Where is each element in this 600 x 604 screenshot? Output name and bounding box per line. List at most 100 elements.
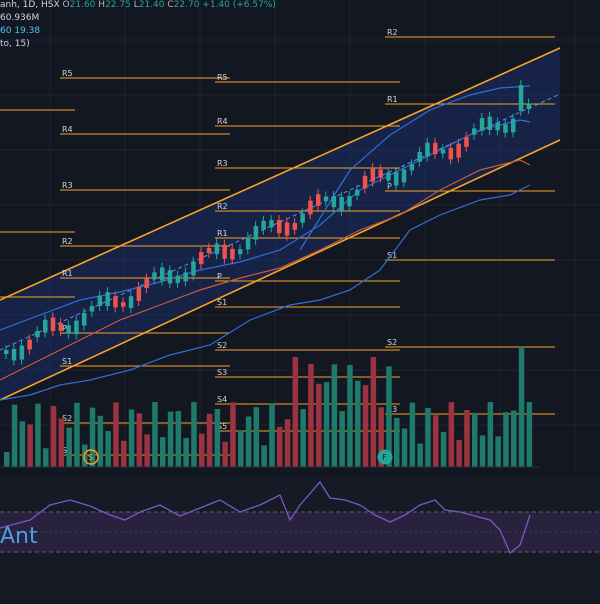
volume-bar — [503, 412, 509, 467]
candle-body — [245, 237, 251, 250]
pivot-label-s4: S4 — [217, 395, 227, 404]
candle-body — [511, 118, 516, 133]
pivot-label-r3: R3 — [62, 181, 73, 190]
indicator-value-b: 19.38 — [14, 26, 41, 36]
pivot-label-r4: R4 — [217, 117, 228, 126]
pivot-label-r4: R4 — [62, 125, 73, 134]
candle-body — [269, 220, 274, 228]
pivot-label-s3: S3 — [217, 368, 227, 377]
candle-body — [199, 252, 204, 265]
candle-body — [316, 194, 321, 206]
volume-bar — [347, 364, 353, 467]
indicator-value-a: 60 — [0, 26, 12, 36]
candle-body — [394, 172, 399, 186]
volume-bar — [245, 416, 252, 467]
volume-bar — [440, 431, 447, 467]
volume-bar — [152, 402, 158, 467]
pivot-label-s1: S1 — [217, 298, 227, 307]
candle-body — [11, 348, 17, 361]
candle-body — [230, 248, 235, 260]
candle-body — [472, 128, 477, 135]
volume-bar — [230, 402, 236, 467]
pivot-label-p: P — [387, 182, 392, 191]
watermark-text: Ant — [0, 524, 38, 549]
candle-body — [292, 223, 298, 230]
event-marker-s — [83, 449, 99, 465]
volume-bar — [160, 437, 166, 467]
volume-bar — [43, 448, 49, 467]
candle-body — [487, 116, 493, 131]
volume-bar — [394, 417, 400, 467]
volume-bar — [269, 402, 275, 467]
close-value: 22.70 — [173, 0, 200, 10]
candle-body — [479, 118, 485, 131]
channel-lower-line — [0, 139, 561, 401]
candle-body — [167, 270, 173, 284]
volume-bar — [50, 406, 57, 467]
volume-bar — [284, 419, 291, 467]
pivot-label-p: P — [62, 324, 67, 333]
candle-body — [401, 169, 407, 183]
volume-bar — [11, 404, 18, 467]
volume-bar — [19, 421, 26, 467]
candle-body — [74, 320, 79, 335]
high-value: 22.75 — [105, 0, 131, 10]
candle-body — [526, 103, 532, 110]
volume-bar — [105, 431, 111, 467]
volume-bar — [121, 440, 127, 467]
candle-body — [238, 249, 243, 255]
volume-bar — [199, 433, 205, 467]
volume-bar — [113, 402, 119, 467]
volume-bar — [386, 366, 392, 467]
ohlc-header: anh, 1D, HSX O21.60 H22.75 L21.40 C22.70… — [0, 0, 276, 10]
volume-bar — [66, 427, 72, 467]
pivot-label-r2: R2 — [217, 202, 228, 211]
candle-body — [82, 313, 87, 326]
pivot-label-s1: S1 — [62, 357, 72, 366]
candle-body — [355, 189, 360, 196]
candle-body — [175, 275, 181, 283]
volume-bar — [456, 439, 462, 467]
candle-body — [378, 169, 383, 178]
candle-body — [308, 200, 313, 215]
volume-bar — [183, 438, 189, 467]
candle-body — [339, 196, 344, 211]
pivot-label-r3: R3 — [217, 159, 228, 168]
pivot-label-r2: R2 — [387, 28, 398, 37]
volume-bar — [58, 418, 65, 467]
open-value: 21.60 — [69, 0, 96, 10]
volume-bar — [214, 409, 221, 467]
volume-bar — [167, 411, 174, 467]
candle-body — [261, 220, 266, 230]
volume-bar — [495, 436, 501, 467]
candle-body — [128, 296, 134, 309]
candle-body — [417, 151, 422, 162]
volume-bar — [370, 357, 377, 467]
candle-body — [300, 213, 305, 223]
volume-bar — [331, 364, 338, 467]
change-value: +1.40 (+6.57%) — [202, 0, 276, 10]
volume-bar — [238, 430, 244, 467]
volume-bar — [362, 385, 369, 467]
bollinger-upper — [299, 85, 531, 251]
volume-bar — [144, 434, 150, 467]
indicator-readout: 60 19.38 — [0, 26, 40, 36]
pivot-label-s3: S3 — [387, 405, 397, 414]
volume-bar — [487, 402, 494, 467]
candle-body — [35, 330, 40, 338]
candle-body — [183, 272, 188, 282]
candle-body — [58, 323, 64, 331]
candle-body — [27, 339, 32, 350]
volume-bar — [417, 443, 423, 467]
volume-bar — [511, 410, 517, 467]
pivot-label-r1: R1 — [62, 269, 73, 278]
pivot-label-p: P — [217, 272, 222, 281]
pivot-label-s1: S1 — [387, 251, 397, 260]
indicator-params: to, 15) — [0, 39, 30, 49]
open-label: O — [62, 0, 70, 10]
volume-bar — [378, 407, 384, 467]
candle-body — [50, 317, 56, 331]
volume-bar — [74, 402, 80, 467]
